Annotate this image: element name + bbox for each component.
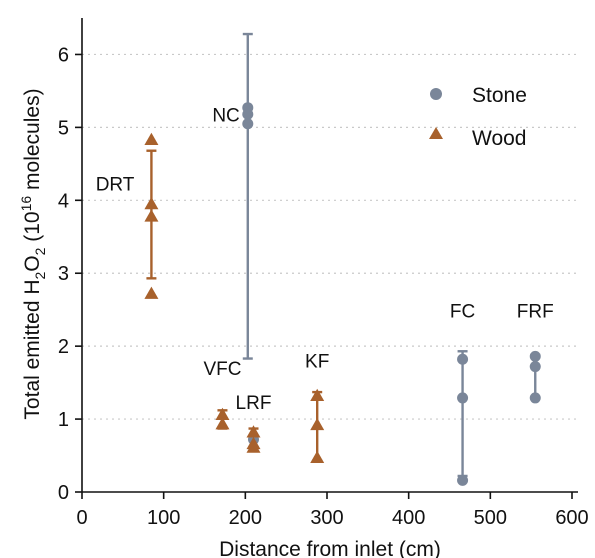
legend-stone-label: Stone [472,84,527,107]
stone-point-8 [529,361,541,373]
wood-point-1 [144,196,159,210]
stone-point-6 [457,474,469,486]
legend-stone-marker [430,88,442,100]
y-tick-label-5: 5 [58,117,69,139]
y-tick-label-3: 3 [58,263,69,285]
y-tick-label-1: 1 [58,409,69,431]
wood-point-10 [310,417,325,431]
wood-point-0 [144,132,159,146]
wood-point-9 [310,388,325,401]
axes [81,18,578,493]
wood-point-8 [246,440,261,453]
wood-point-6 [246,425,261,438]
annotation-lrf: LRF [236,393,272,414]
x-tick-label-400: 400 [392,507,425,529]
annotation-drt: DRT [96,174,135,195]
y-tick-label-6: 6 [58,44,69,66]
stone-point-5 [457,392,469,404]
x-tick-label-200: 200 [229,507,262,529]
annotation-fc: FC [450,302,475,323]
wood-point-2 [144,209,159,222]
stone-point-1 [242,108,254,120]
wood-point-4 [215,407,230,420]
x-tick-label-300: 300 [310,507,343,529]
y-axis-label: Total emitted H2O2 (1016 molecules) [18,88,48,419]
x-tick-label-600: 600 [555,507,588,529]
y-tick-label-4: 4 [58,190,69,212]
x-tick-label-500: 500 [474,507,507,529]
data-points [144,102,541,486]
wood-point-11 [310,450,325,463]
wood-point-5 [215,417,230,430]
x-axis-label: Distance from inlet (cm) [219,538,441,558]
ticks: 0 1 2 3 4 5 6 0 100 200 300 400 500 600 [58,44,589,529]
legend-wood-label: Wood [472,127,526,150]
annotation-kf: KF [305,351,329,372]
annotations: NC DRT VFC LRF KF FC FRF [96,105,554,414]
y-tick-label-0: 0 [58,482,69,504]
stone-point-4 [457,353,469,365]
annotation-frf: FRF [517,302,554,323]
x-tick-label-100: 100 [147,507,180,529]
annotation-nc: NC [212,105,239,126]
stone-point-2 [242,118,254,130]
stone-point-9 [529,392,541,404]
stone-point-7 [529,350,541,362]
y-tick-label-2: 2 [58,336,69,358]
annotation-vfc: VFC [203,359,241,380]
legend-wood-marker [429,127,443,139]
legend: Stone Wood [429,84,527,150]
grid-lines [82,53,578,420]
x-tick-label-0: 0 [76,507,87,529]
wood-point-3 [144,286,159,299]
